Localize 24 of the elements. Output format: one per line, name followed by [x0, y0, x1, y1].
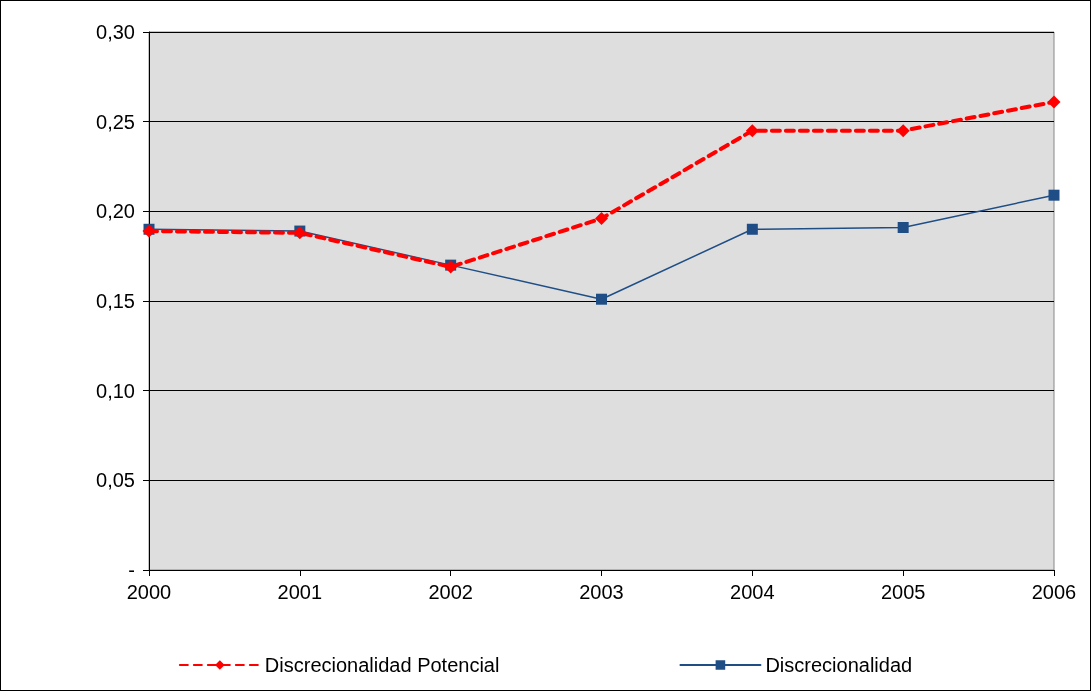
y-tick-label: 0,10: [96, 379, 135, 402]
y-tick-label: 0,25: [96, 110, 135, 133]
x-tick-label: 2005: [880, 581, 926, 603]
x-tick-label: 2002: [428, 581, 473, 603]
y-tick-label: 0,05: [96, 469, 135, 492]
x-tick-label: 2004: [730, 581, 775, 603]
point: [896, 124, 910, 138]
legend-label: Discrecionalidad: [765, 654, 913, 676]
x-tick-label: 2001: [277, 581, 323, 603]
y-tick-label: -: [128, 559, 135, 581]
point: [897, 221, 909, 233]
y-tick-label: 0,20: [96, 200, 135, 223]
x-tick-label: 2003: [579, 581, 624, 603]
point: [596, 293, 607, 305]
legend-label: Discrecionalidad Potencial: [264, 654, 500, 676]
point: [746, 223, 758, 235]
point: [1047, 95, 1061, 109]
x-tick-label: 2000: [126, 581, 172, 603]
point: [745, 124, 759, 138]
x-tick-label: 2006: [1031, 581, 1077, 603]
point: [1048, 189, 1060, 201]
y-tick-label: 0,15: [96, 290, 135, 312]
y-tick-label: 0,30: [96, 21, 135, 43]
point: [595, 212, 608, 226]
